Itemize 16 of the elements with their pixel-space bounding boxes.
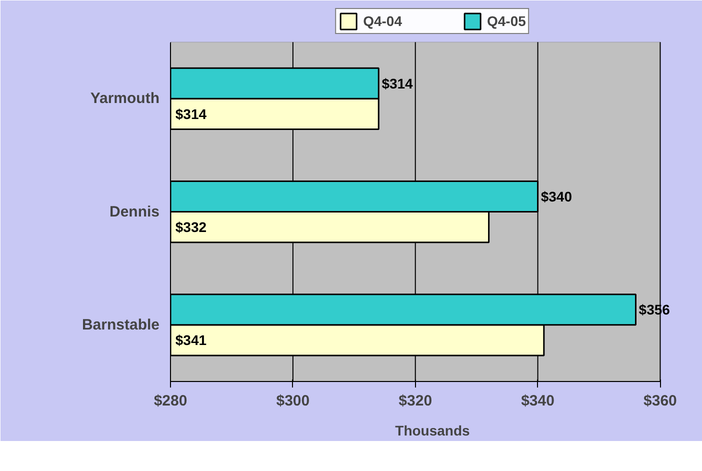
y-tick-label: Dennis bbox=[109, 203, 160, 220]
legend-label: Q4-04 bbox=[363, 13, 402, 29]
y-tick-label: Yarmouth bbox=[90, 90, 160, 108]
data-label: $314 bbox=[175, 106, 207, 122]
x-tick-label: $340 bbox=[521, 392, 554, 410]
data-label: $340 bbox=[540, 188, 572, 205]
legend-label: Q4-05 bbox=[487, 13, 526, 29]
x-axis-title: Thousands bbox=[395, 422, 470, 438]
data-label: $341 bbox=[175, 332, 207, 348]
data-label: $314 bbox=[382, 75, 414, 92]
y-tick-label: Barnstable bbox=[82, 316, 160, 334]
x-tick-label: $300 bbox=[276, 392, 310, 410]
x-tick-label: $360 bbox=[644, 392, 677, 410]
x-tick-label: $280 bbox=[154, 392, 188, 410]
x-tick-label: $320 bbox=[398, 392, 432, 410]
data-label: $332 bbox=[175, 219, 207, 236]
